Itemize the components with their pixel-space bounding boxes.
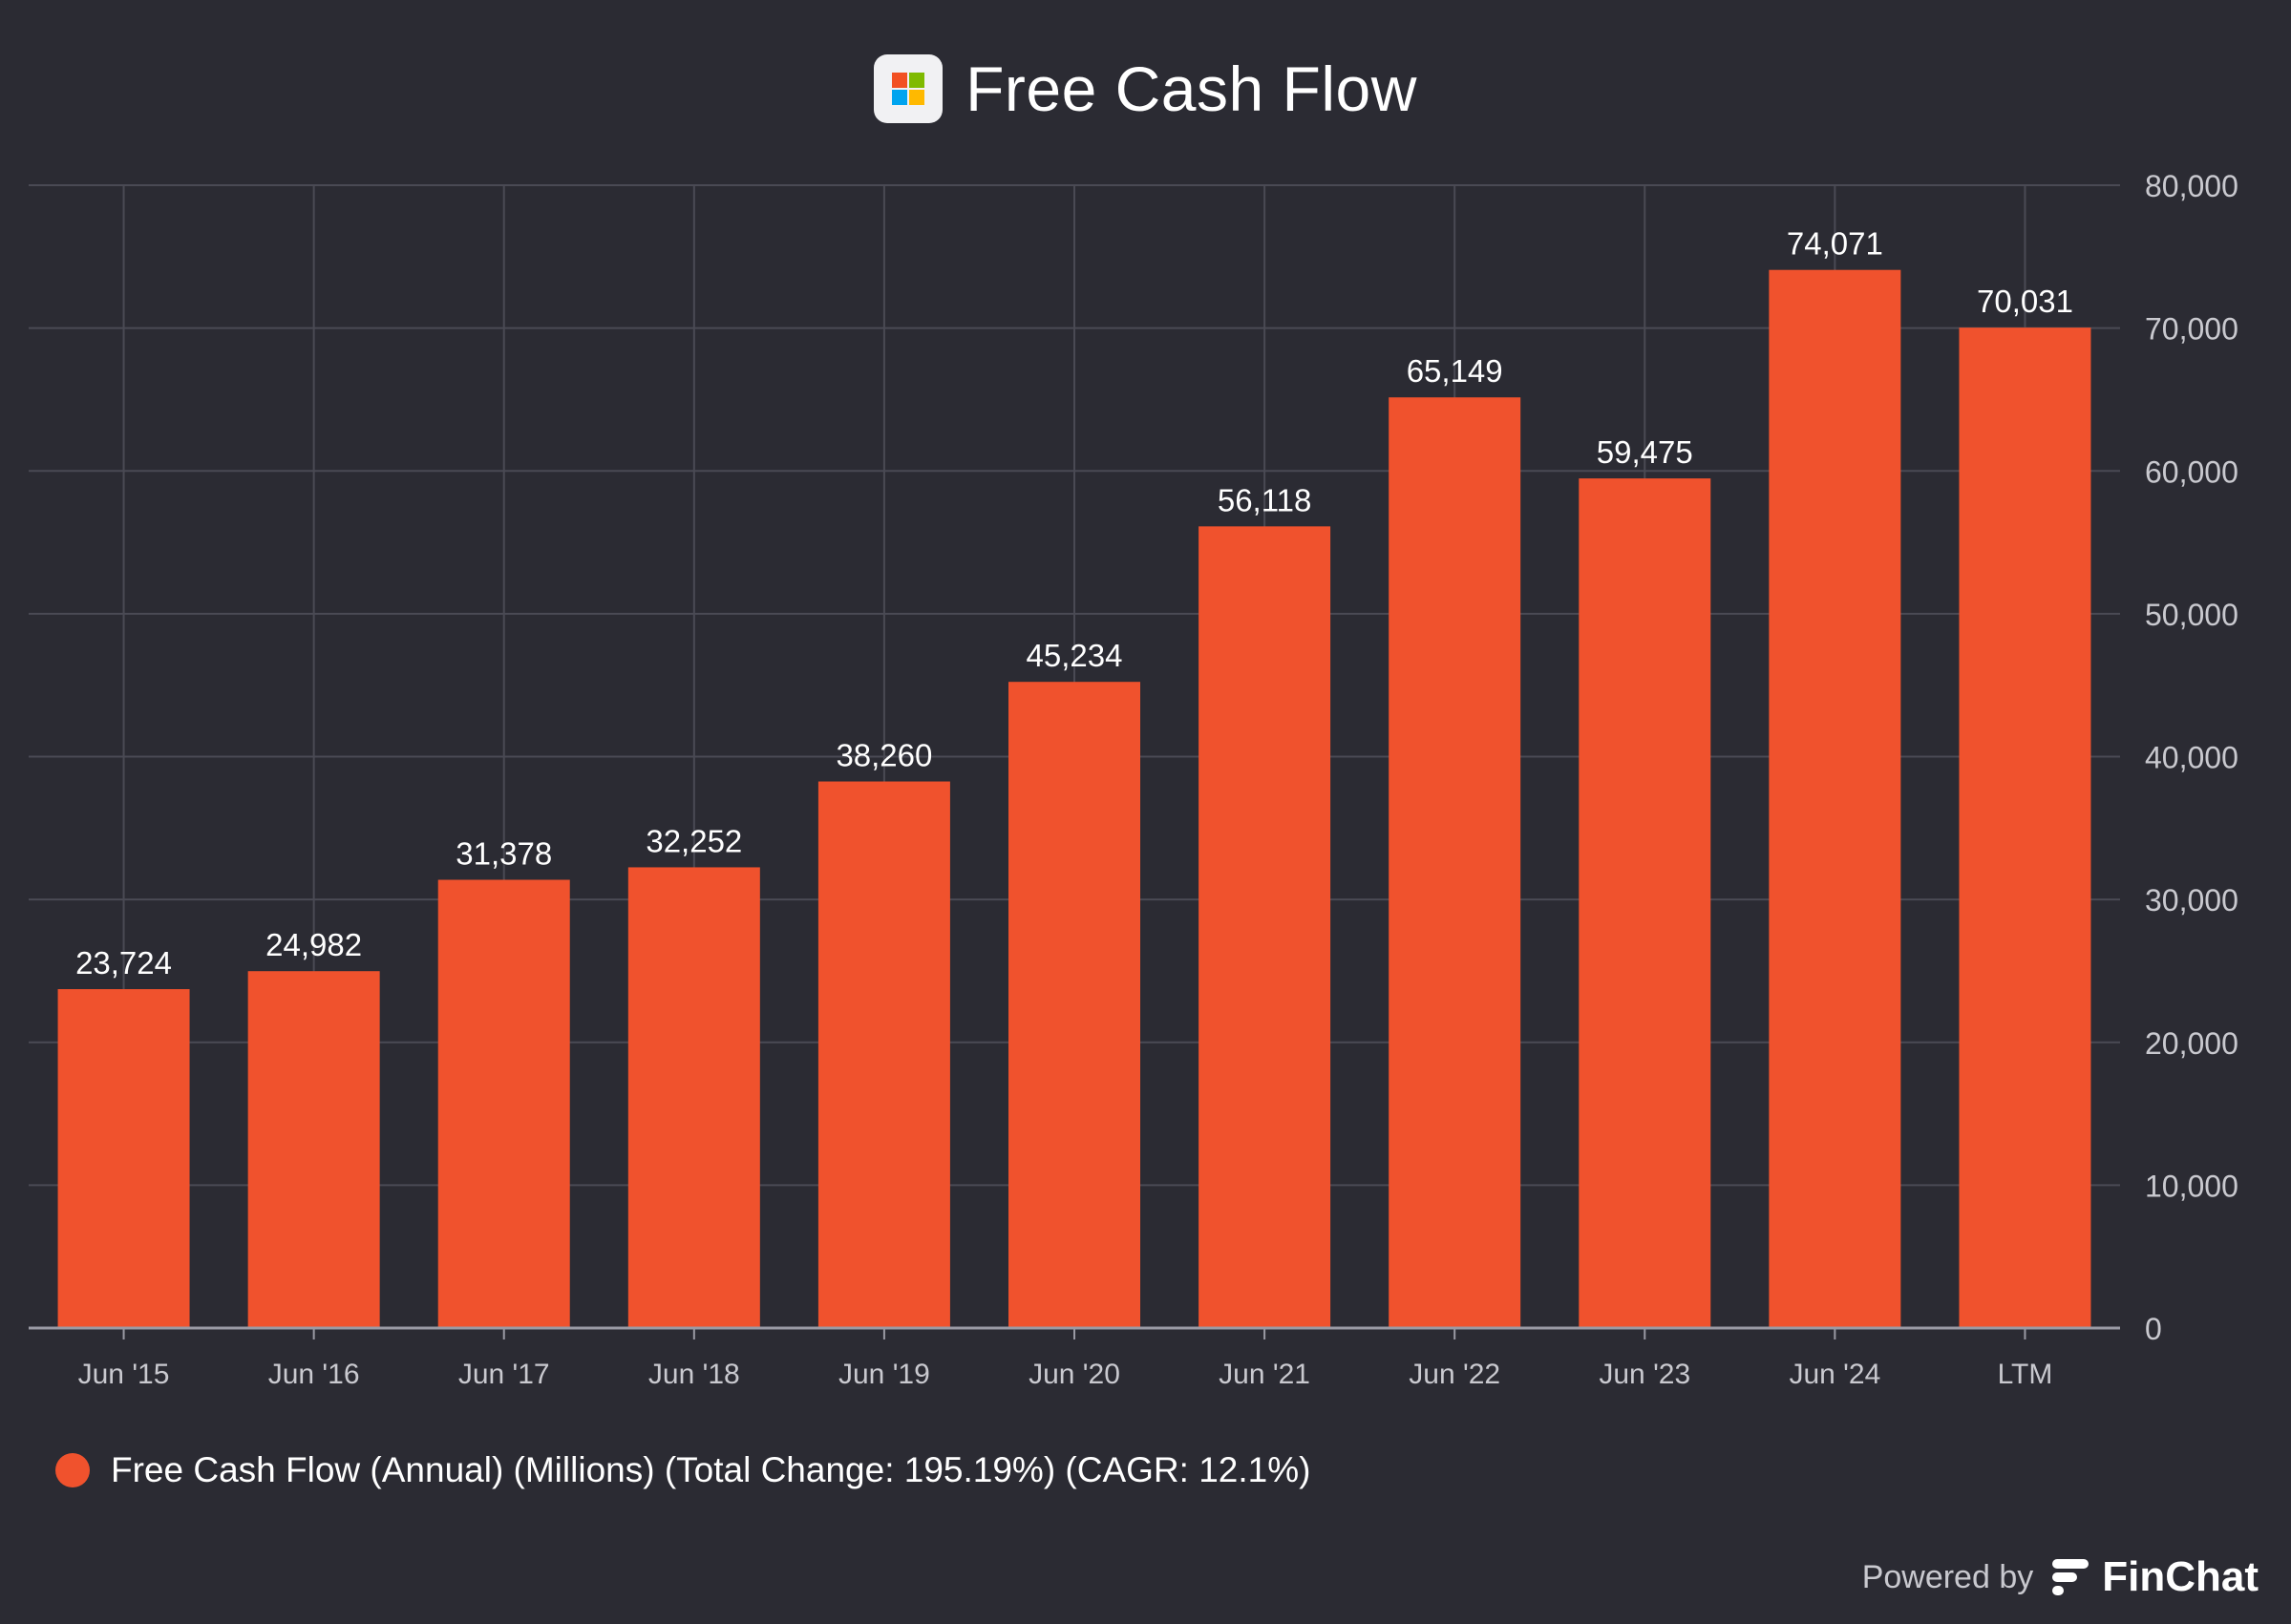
y-tick-label: 80,000 [2145, 169, 2238, 203]
x-tick-label: Jun '24 [1789, 1359, 1880, 1390]
bar [1579, 478, 1711, 1328]
x-tick-label: Jun '16 [268, 1359, 360, 1390]
bar [247, 971, 380, 1328]
x-tick-label: Jun '17 [458, 1359, 550, 1390]
powered-by-footer[interactable]: Powered by FinChat [1862, 1550, 2259, 1604]
y-tick-label: 0 [2145, 1312, 2162, 1346]
data-label: 59,475 [1597, 434, 1693, 470]
data-label: 70,031 [1977, 284, 2073, 319]
x-tick-label: Jun '23 [1599, 1359, 1690, 1390]
y-tick-label: 70,000 [2145, 312, 2238, 347]
powered-by-label: Powered by [1861, 1558, 2034, 1595]
data-label: 74,071 [1787, 226, 1883, 262]
chart-title: Free Cash Flow [965, 53, 1417, 124]
chart-header: Free Cash Flow [0, 53, 2291, 125]
bar [437, 879, 570, 1328]
bar [1959, 327, 2091, 1329]
x-tick-label: Jun '18 [648, 1359, 740, 1390]
x-tick-label: LTM [1998, 1359, 2053, 1390]
x-tick-label: Jun '19 [838, 1359, 930, 1390]
y-tick-label: 50,000 [2145, 598, 2238, 632]
chart-legend[interactable]: Free Cash Flow (Annual) (Millions) (Tota… [55, 1449, 1310, 1491]
finchat-logo-icon [2052, 1559, 2089, 1595]
data-label: 24,982 [265, 927, 362, 962]
y-tick-label: 40,000 [2145, 741, 2238, 775]
bar [57, 989, 190, 1328]
bar [817, 781, 950, 1328]
data-label: 45,234 [1027, 638, 1123, 673]
data-label: 32,252 [646, 823, 742, 858]
data-label: 38,260 [836, 738, 932, 773]
y-tick-label: 60,000 [2145, 454, 2238, 489]
legend-label: Free Cash Flow (Annual) (Millions) (Tota… [111, 1450, 1311, 1489]
y-tick-label: 30,000 [2145, 883, 2238, 917]
microsoft-logo-icon [874, 54, 944, 123]
bar [627, 867, 760, 1328]
x-tick-label: Jun '21 [1219, 1359, 1310, 1390]
y-tick-label: 10,000 [2145, 1169, 2238, 1203]
finchat-brand-name: FinChat [2102, 1553, 2259, 1600]
y-tick-label: 20,000 [2145, 1026, 2238, 1061]
data-label: 56,118 [1218, 482, 1311, 517]
bar [1199, 526, 1331, 1328]
x-tick-label: Jun '22 [1409, 1359, 1500, 1390]
bar [1008, 682, 1140, 1328]
legend-dot-icon [55, 1453, 90, 1487]
bar [1769, 269, 1901, 1329]
data-label: 23,724 [75, 945, 172, 981]
data-label: 31,378 [456, 836, 552, 872]
x-tick-label: Jun '20 [1029, 1359, 1120, 1390]
x-tick-label: Jun '15 [78, 1359, 170, 1390]
data-label: 65,149 [1407, 353, 1503, 389]
bar [1389, 397, 1521, 1328]
